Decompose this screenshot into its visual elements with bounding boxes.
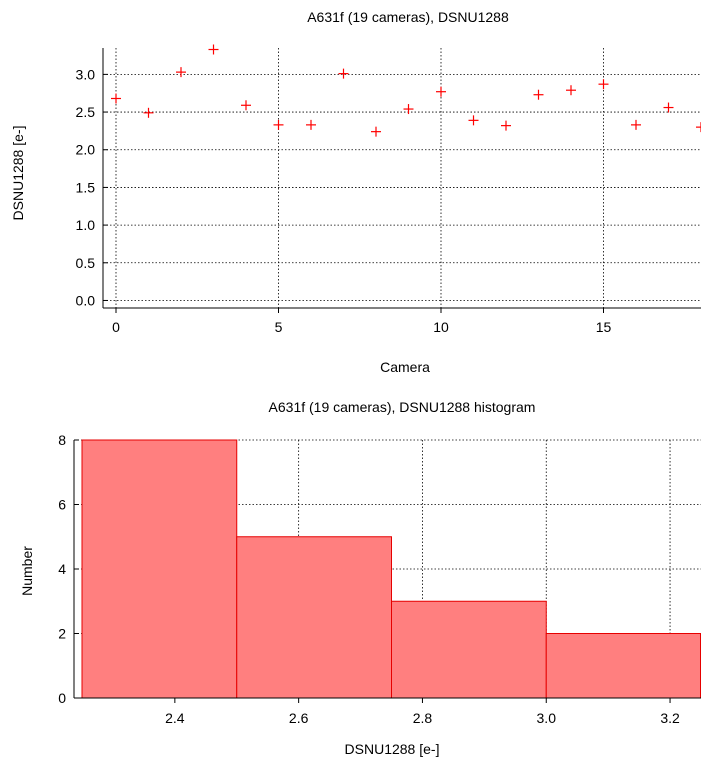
scatter-x-tick-label: 10: [433, 319, 449, 335]
scatter-point: [241, 100, 251, 111]
histogram-y-tick-label: 8: [58, 432, 66, 448]
scatter-chart: A631f (19 cameras), DSNU1288 Camera DSNU…: [10, 9, 701, 375]
scatter-y-tick-label: 2.5: [76, 104, 96, 120]
scatter-y-tick-label: 1.5: [76, 179, 96, 195]
scatter-point: [566, 85, 576, 96]
histogram-y-tick-label: 4: [58, 561, 66, 577]
scatter-y-tick-label: 1.0: [76, 217, 96, 233]
scatter-x-axis-label: Camera: [380, 359, 430, 375]
scatter-x-tick-label: 15: [596, 319, 612, 335]
scatter-x-tick-label: 5: [275, 319, 283, 335]
scatter-point: [696, 122, 701, 133]
scatter-point: [501, 120, 511, 131]
histogram-bar: [545, 633, 701, 699]
histogram-chart-title: A631f (19 cameras), DSNU1288 histogram: [269, 399, 536, 415]
histogram-x-tick-label: 3.2: [660, 710, 680, 726]
scatter-y-tick-label: 2.0: [76, 142, 96, 158]
scatter-y-axis-label: DSNU1288 [e-]: [10, 126, 26, 221]
histogram-y-tick-label: 6: [58, 497, 66, 513]
scatter-point: [663, 102, 674, 113]
histogram-bar: [391, 600, 547, 699]
histogram-x-tick-label: 2.6: [289, 710, 309, 726]
scatter-point: [598, 79, 609, 90]
scatter-point: [208, 44, 219, 55]
histogram-x-tick-label: 2.8: [413, 710, 433, 726]
scatter-point: [533, 89, 544, 100]
histogram-y-tick-label: 0: [58, 690, 66, 706]
scatter-y-tick-label: 3.0: [76, 66, 96, 82]
scatter-point: [403, 104, 414, 115]
scatter-point: [273, 119, 284, 130]
scatter-point: [111, 93, 121, 104]
scatter-y-tick-label: 0.5: [76, 255, 96, 271]
scatter-point: [436, 86, 446, 97]
scatter-x-tick-label: 0: [112, 319, 120, 335]
scatter-point: [306, 119, 316, 130]
histogram-bar: [81, 439, 238, 699]
histogram-y-axis-label: Number: [19, 546, 35, 596]
scatter-point: [468, 115, 479, 126]
histogram-x-tick-label: 2.4: [165, 710, 185, 726]
histogram-y-tick-label: 2: [58, 626, 66, 642]
scatter-point: [143, 107, 154, 118]
histogram-x-tick-label: 3.0: [537, 710, 557, 726]
histogram-x-axis-label: DSNU1288 [e-]: [345, 741, 440, 757]
scatter-y-tick-label: 0.0: [76, 292, 96, 308]
scatter-point: [338, 68, 349, 79]
scatter-chart-title: A631f (19 cameras), DSNU1288: [307, 9, 509, 25]
scatter-point: [176, 67, 186, 78]
scatter-point: [631, 119, 641, 130]
scatter-point: [371, 126, 381, 137]
histogram-bar: [236, 536, 392, 699]
histogram-chart: A631f (19 cameras), DSNU1288 histogram D…: [19, 399, 701, 757]
